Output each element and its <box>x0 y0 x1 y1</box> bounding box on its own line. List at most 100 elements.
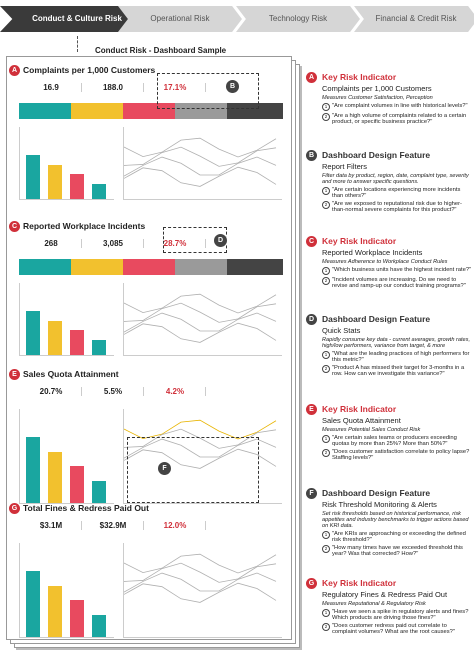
annotation-kind: Dashboard Design Feature <box>322 150 431 160</box>
mini-bar <box>26 155 40 199</box>
annotation-subtitle: Measures Adherence to Workplace Conduct … <box>322 259 448 265</box>
line <box>123 582 277 603</box>
strip <box>123 259 175 275</box>
annotation-kind: Key Risk Indicator <box>322 404 397 414</box>
question-text: "Are complaint volumes in line with hist… <box>332 103 468 109</box>
question: 1 "Are certain sales teams or producers e… <box>322 435 472 447</box>
strip <box>19 103 71 119</box>
question: 1 "Have we seen a spike in regulatory ale… <box>322 609 472 621</box>
mini-bar <box>70 174 84 199</box>
question-number: 1 <box>322 351 330 359</box>
question: 2 "How many times have we exceeded thresh… <box>322 545 472 557</box>
mini-line-chart <box>123 409 282 504</box>
mini-line-chart <box>123 127 282 200</box>
annotation-marker: E <box>306 404 317 415</box>
line-graphic <box>123 293 277 343</box>
section-title: Sales Quota Attainment <box>23 369 119 379</box>
strip <box>227 103 283 119</box>
section-marker: C <box>9 221 20 232</box>
strip <box>175 259 227 275</box>
question: 2 "Does customer redress paid out correla… <box>322 623 472 635</box>
mini-bar <box>26 311 40 355</box>
question: 1 "Are complaint volumes in line with his… <box>322 103 472 111</box>
annotation-title: Regulatory Fines & Redress Paid Out <box>322 590 448 599</box>
mini-bar <box>48 451 62 503</box>
strip <box>71 103 123 119</box>
dashboard: A Complaints per 1,000 Customers 16.9 188.0… <box>6 56 292 640</box>
annotation-details: Rapidly consume key data - current avera… <box>322 337 472 379</box>
mini-bar <box>26 437 40 503</box>
annotation-marker: A <box>306 72 317 83</box>
mini-chart <box>19 543 114 638</box>
mini-chart <box>19 409 114 504</box>
question-text: "What are the leading practices of high … <box>332 351 470 363</box>
question-text: "How many times have we exceeded thresho… <box>332 545 463 557</box>
annotation-kind: Key Risk Indicator <box>322 72 397 82</box>
chart-thumbnail <box>19 257 283 361</box>
mini-bar <box>48 585 62 637</box>
mini-bar <box>48 320 62 355</box>
mini-bar <box>48 164 62 199</box>
question: 1 "Which business units have the highest … <box>322 267 472 275</box>
quick-stat: $3.1M <box>21 521 82 530</box>
line <box>123 428 277 449</box>
question-number: 2 <box>322 623 330 631</box>
question-text: "Are KRIs are approaching or exceeding t… <box>332 531 466 543</box>
quick-stat: 28.7% <box>145 239 206 248</box>
question-number: 1 <box>322 267 330 275</box>
mini-bar <box>92 614 106 637</box>
quick-stat: 188.0 <box>83 83 144 92</box>
strip <box>175 103 227 119</box>
question: 1 "Are KRIs are approaching or exceeding … <box>322 531 472 543</box>
line <box>123 137 277 158</box>
strip <box>71 259 123 275</box>
annotation-kind: Dashboard Design Feature <box>322 488 431 498</box>
callout-marker: D <box>213 233 228 248</box>
section-marker: A <box>9 65 20 76</box>
mini-bar <box>92 340 106 355</box>
question-text: "Have we seen a spike in regulatory aler… <box>332 609 469 621</box>
question: 1 "Are certain locations experiencing mor… <box>322 187 472 199</box>
line-graphic <box>123 137 277 187</box>
line <box>123 312 277 333</box>
line <box>123 438 277 459</box>
question: 2 "Incident volumes are increasing. Do we… <box>322 277 472 289</box>
quick-stat: 17.1% <box>145 83 206 92</box>
question: 2 "Are we exposed to reputational risk du… <box>322 201 472 213</box>
strip <box>19 259 71 275</box>
question: 2 "Does customer satisfaction correlate t… <box>322 449 472 461</box>
annotation-subtitle: Set risk thresholds based on historical … <box>322 511 469 529</box>
annotation-title: Complaints per 1,000 Customers <box>322 84 432 93</box>
annotation-details: Measures Customer Satisfaction, Percepti… <box>322 95 472 127</box>
section-title: Complaints per 1,000 Customers <box>23 65 156 75</box>
question-text: "Incident volumes are increasing. Do we … <box>332 277 466 289</box>
quick-stat: 12.0% <box>145 521 206 530</box>
annotation-details: Filter data by product, region, date, co… <box>322 173 472 215</box>
callout-box <box>157 73 259 109</box>
connector <box>77 36 79 52</box>
question: 2 "Are a high volume of complaints relate… <box>322 113 472 125</box>
question-number: 1 <box>322 187 330 195</box>
line <box>123 553 277 574</box>
annotation-marker: F <box>306 488 317 499</box>
question-text: "Which business units have the highest i… <box>332 267 472 273</box>
quick-stat: 4.2% <box>145 387 206 396</box>
section-title: Reported Workplace Incidents <box>23 221 146 231</box>
question: 2 "Product A has missed their target for … <box>322 365 472 377</box>
callout-marker: B <box>225 79 240 94</box>
tab: Technology Risk <box>236 6 360 32</box>
line <box>123 166 277 187</box>
mini-line-chart <box>123 283 282 356</box>
line-graphic <box>123 553 277 603</box>
question-number: 2 <box>322 449 330 457</box>
subtitle: Conduct Risk - Dashboard Sample <box>95 46 227 55</box>
question-text: "Does customer satisfaction correlate to… <box>332 449 470 461</box>
question-text: "Does customer redress paid out correlat… <box>332 623 455 635</box>
question-text: "Are we exposed to reputational risk due… <box>332 201 462 213</box>
question-number: 2 <box>322 201 330 209</box>
mini-bar <box>92 480 106 503</box>
section-marker: G <box>9 503 20 514</box>
mini-bar <box>92 184 106 199</box>
chart-thumbnail <box>19 539 283 638</box>
